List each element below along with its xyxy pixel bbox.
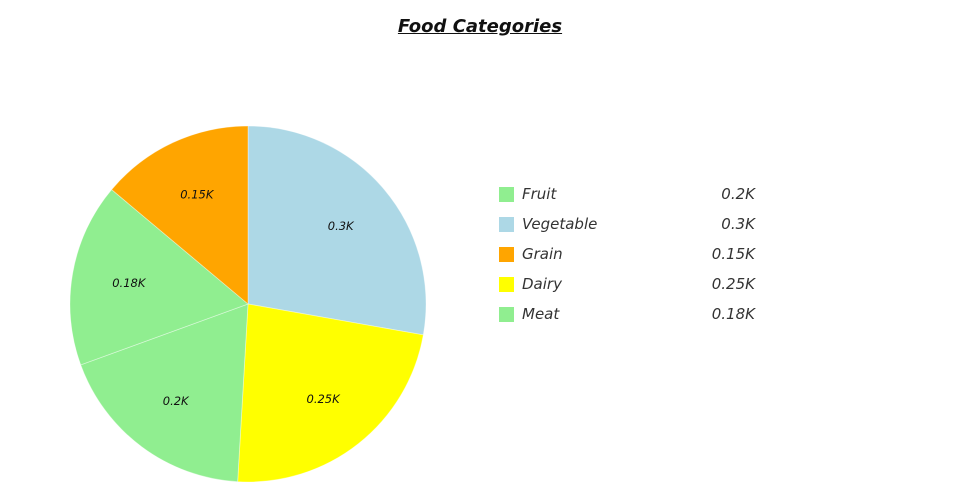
legend: Fruit 0.2K Vegetable 0.3K Grain 0.15K Dairy 0.2… <box>499 179 755 329</box>
legend-swatch <box>499 186 514 202</box>
legend-item-grain[interactable]: Grain 0.15K <box>499 239 755 269</box>
slice-label-grain: 0.15K <box>180 187 215 201</box>
legend-item-meat[interactable]: Meat 0.18K <box>499 299 755 329</box>
legend-swatch <box>499 306 514 322</box>
legend-item-dairy[interactable]: Dairy 0.25K <box>499 269 755 299</box>
legend-item-fruit[interactable]: Fruit 0.2K <box>499 179 755 209</box>
pie-slice-meat[interactable] <box>69 189 249 366</box>
legend-value: 0.15K <box>711 245 755 263</box>
legend-label: Grain <box>522 245 563 263</box>
legend-value: 0.25K <box>711 275 755 293</box>
slice-label-vegetable: 0.3K <box>328 219 355 233</box>
legend-value: 0.2K <box>721 185 755 203</box>
legend-item-vegetable[interactable]: Vegetable 0.3K <box>499 209 755 239</box>
slice-label-dairy: 0.25K <box>307 392 342 406</box>
slice-label-fruit: 0.2K <box>163 394 190 408</box>
pie-slice-fruit[interactable] <box>80 303 249 483</box>
legend-label: Meat <box>522 305 560 323</box>
pie-slice-dairy[interactable] <box>237 303 424 483</box>
pie-slice-grain[interactable] <box>111 125 249 305</box>
legend-label: Dairy <box>522 275 562 293</box>
legend-value: 0.3K <box>721 215 755 233</box>
legend-swatch <box>499 276 514 292</box>
pie-slice-vegetable[interactable] <box>247 125 427 336</box>
legend-swatch <box>499 246 514 262</box>
legend-value: 0.18K <box>711 305 755 323</box>
slice-label-meat: 0.18K <box>112 276 147 290</box>
legend-label: Vegetable <box>522 215 598 233</box>
legend-swatch <box>499 216 514 232</box>
legend-label: Fruit <box>522 185 557 203</box>
chart-title: Food Categories <box>397 16 563 37</box>
